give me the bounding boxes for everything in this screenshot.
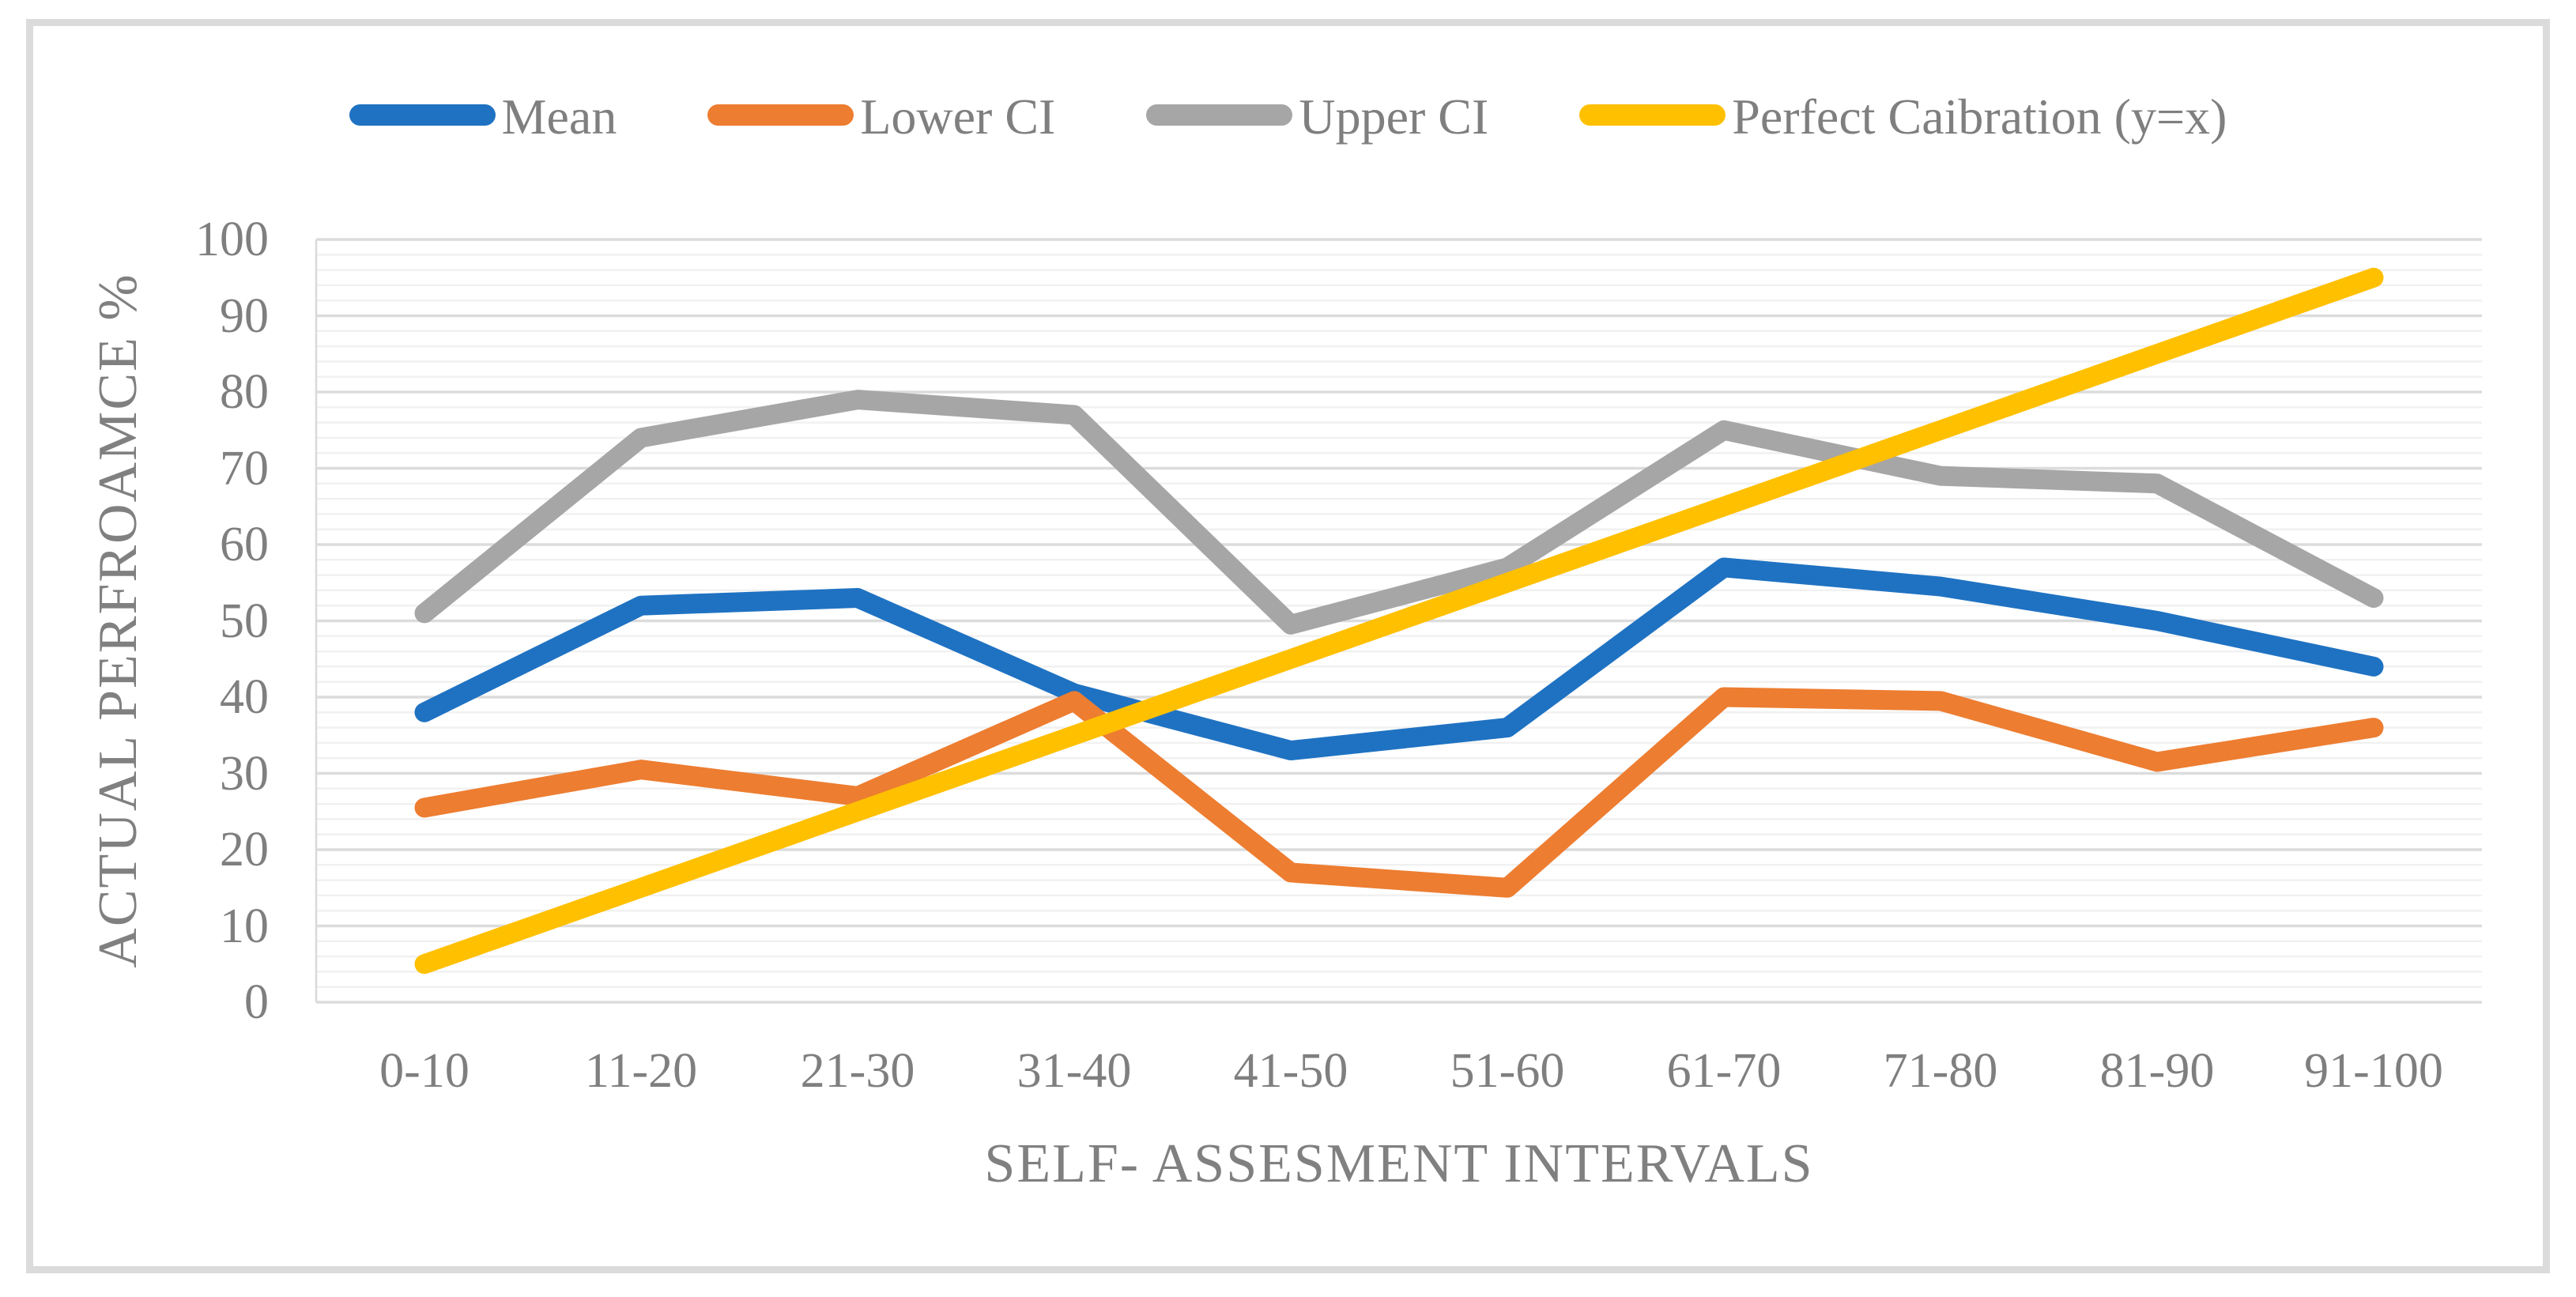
legend-marker-upper-ci-icon <box>1146 104 1293 126</box>
x-axis-title: SELF- ASSESMENT INTERVALS <box>984 1133 1814 1194</box>
legend-item-lower-ci: Lower CI <box>707 87 1055 142</box>
legend-marker-lower-ci-icon <box>707 104 854 126</box>
x-tick-label: 11-20 <box>584 1044 698 1098</box>
legend-label-upper-ci: Upper CI <box>1299 89 1489 145</box>
y-tick-label: 40 <box>220 670 269 724</box>
series-line-upper-ci <box>414 390 2384 635</box>
x-tick-label: 91-100 <box>2304 1044 2443 1098</box>
y-tick-label: 50 <box>220 594 269 648</box>
y-tick-label: 20 <box>220 823 269 877</box>
series-line-mean <box>414 557 2384 761</box>
x-tick-label: 61-70 <box>1666 1044 1782 1098</box>
x-tick-label: 71-80 <box>1883 1044 1998 1098</box>
x-tick-label: 31-40 <box>1016 1044 1132 1098</box>
legend-label-mean: Mean <box>501 89 617 145</box>
x-tick-label: 51-60 <box>1450 1044 1565 1098</box>
chart-legend: Mean Lower CI Upper CI Perfect Caibratio… <box>0 75 2576 154</box>
y-axis-title: ACTUAL PERFROAMCE % <box>88 273 149 968</box>
legend-item-mean: Mean <box>349 87 617 142</box>
y-tick-label: 30 <box>220 746 269 801</box>
x-tick-label: 81-90 <box>2099 1044 2215 1098</box>
x-tick-label: 0-10 <box>379 1044 470 1098</box>
y-tick-label: 60 <box>220 518 269 571</box>
x-tick-label: 41-50 <box>1233 1044 1348 1098</box>
legend-label-perfect-calibration: Perfect Caibration (y=x) <box>1732 89 2227 145</box>
y-tick-label: 10 <box>220 899 269 953</box>
y-tick-label: 100 <box>195 213 269 266</box>
y-tick-label: 90 <box>220 288 269 343</box>
legend-label-lower-ci: Lower CI <box>860 89 1056 145</box>
legend-marker-mean-icon <box>349 104 496 126</box>
series-line-lower-ci <box>414 687 2384 898</box>
y-tick-label: 0 <box>244 975 269 1029</box>
series-line-perfect-caibration-y-x <box>414 267 2384 975</box>
legend-item-perfect-calibration: Perfect Caibration (y=x) <box>1579 87 2227 142</box>
legend-marker-perfect-calibration-icon <box>1579 104 1726 126</box>
y-tick-label: 70 <box>220 441 269 496</box>
legend-item-upper-ci: Upper CI <box>1146 87 1488 142</box>
x-tick-label: 21-30 <box>800 1044 915 1098</box>
y-tick-label: 80 <box>220 365 269 419</box>
